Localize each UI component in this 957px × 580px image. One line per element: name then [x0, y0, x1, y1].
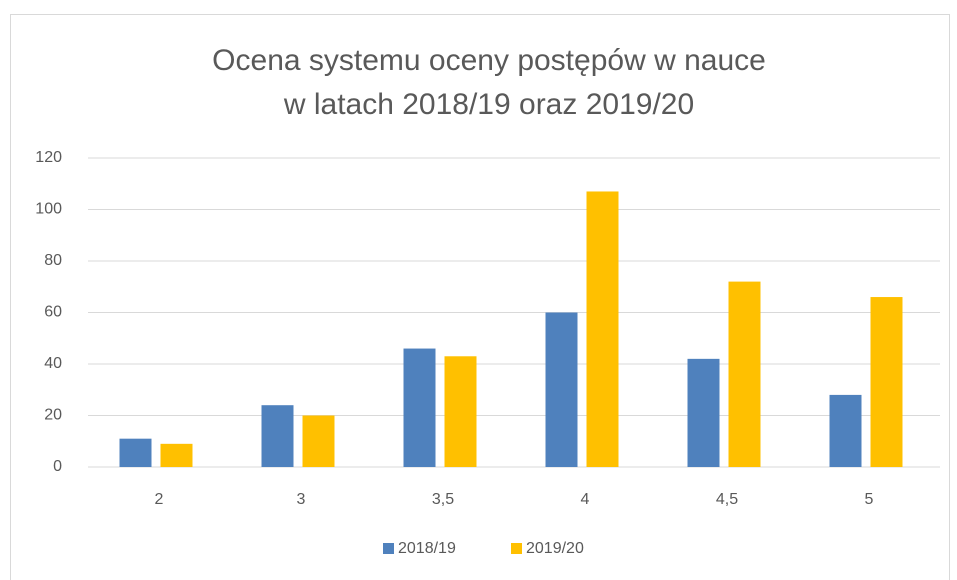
y-tick-label: 60: [44, 304, 62, 321]
y-tick-label: 100: [35, 201, 62, 218]
y-tick-label: 40: [44, 355, 62, 372]
chart-title: Ocena systemu oceny postępów w nauce: [212, 44, 766, 77]
bar: [444, 356, 477, 467]
bar: [545, 312, 578, 467]
bar: [119, 438, 152, 467]
bar: [302, 415, 335, 467]
legend-label: 2018/19: [398, 540, 456, 557]
bar: [829, 394, 862, 467]
legend-swatch: [383, 543, 394, 554]
x-tick-label: 3: [297, 491, 306, 508]
bar: [870, 297, 903, 467]
x-tick-label: 5: [865, 491, 874, 508]
bar: [160, 443, 193, 467]
x-tick-label: 3,5: [432, 491, 454, 508]
bar: [403, 348, 436, 467]
y-tick-label: 0: [53, 458, 62, 475]
legend-swatch: [511, 543, 522, 554]
bar: [586, 191, 619, 467]
x-tick-label: 4: [581, 491, 590, 508]
x-tick-label: 4,5: [716, 491, 738, 508]
y-tick-label: 20: [44, 407, 62, 424]
chart-border: [10, 14, 950, 580]
y-tick-label: 80: [44, 252, 62, 269]
chart-title: w latach 2018/19 oraz 2019/20: [283, 88, 694, 121]
bar: [728, 281, 761, 467]
legend-label: 2019/20: [526, 540, 584, 557]
bar: [687, 358, 720, 467]
y-tick-label: 120: [35, 149, 62, 166]
x-tick-label: 2: [155, 491, 164, 508]
bar: [261, 405, 294, 467]
